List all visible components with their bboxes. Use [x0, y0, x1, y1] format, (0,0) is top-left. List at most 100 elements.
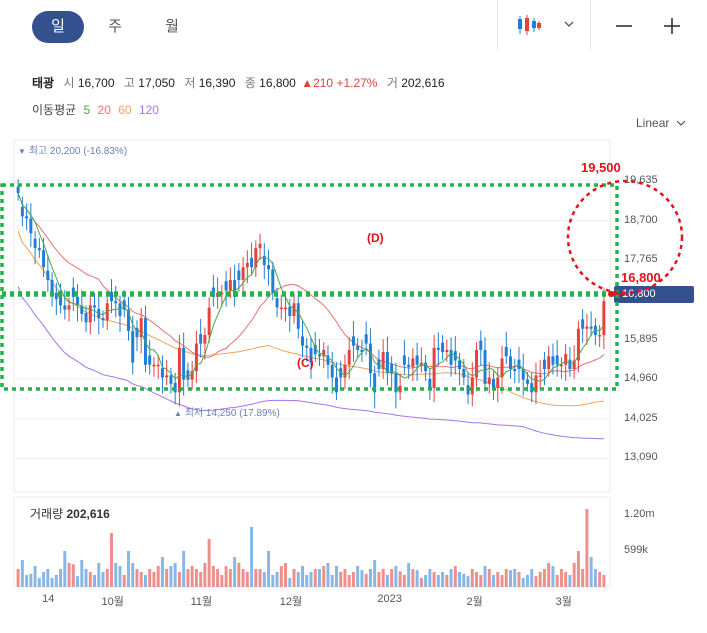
close-value: 16,800 [259, 76, 296, 90]
date-axis-label: 14 [42, 593, 55, 605]
volume-bar [284, 563, 288, 587]
price-axis-label: 17,765 [624, 253, 658, 266]
volume-bar [126, 551, 130, 587]
change-value: ▲210 [301, 76, 334, 90]
tab-month[interactable]: 월 [165, 18, 179, 35]
volume-bar [309, 572, 313, 587]
candle-body [394, 373, 398, 393]
open-value: 16,700 [77, 76, 115, 90]
volume-bar [122, 575, 126, 587]
price-axis-label: 13,090 [624, 451, 658, 464]
candle-body [228, 279, 232, 291]
volume-bar [559, 569, 563, 587]
candle-body [581, 319, 585, 329]
volume-bar [296, 572, 300, 587]
volume-bar [245, 572, 249, 587]
candle-body [177, 347, 181, 393]
candle-body [555, 355, 559, 365]
candle-body [593, 325, 597, 336]
volume-bar [54, 575, 58, 587]
volume-bar [216, 569, 220, 587]
close-label: 종 [244, 76, 256, 90]
candle-body [237, 270, 241, 280]
candle-body [165, 375, 169, 378]
ma-legend-title: 이동평균 [32, 103, 77, 117]
candlestick-type-icon[interactable] [516, 14, 542, 36]
candle-body [37, 248, 41, 251]
volume-bar [135, 569, 139, 587]
zoom-out-icon[interactable] [614, 16, 634, 41]
volume-bar [441, 572, 445, 587]
candle-body [432, 347, 436, 389]
volume-bar [364, 573, 368, 587]
volume-bar [63, 551, 67, 587]
candle-body [233, 279, 237, 297]
volume-label: 거 [386, 76, 398, 90]
volume-bar [42, 572, 46, 587]
volume-bar [326, 563, 330, 587]
volume-bar [436, 575, 440, 587]
current-price-dot [608, 291, 614, 297]
candle-body [564, 354, 568, 365]
volume-bar [504, 569, 508, 587]
scale-selector[interactable]: Linear [636, 116, 686, 130]
ma120-line [17, 286, 604, 440]
volume-bar [555, 575, 559, 587]
volume-title: 거래량 202,616 [30, 505, 110, 522]
volume-bar [390, 569, 394, 587]
candle-body [135, 327, 139, 338]
candle-body [309, 347, 313, 363]
candle-body [500, 358, 504, 378]
volume-bar [190, 566, 194, 587]
volume-bar [93, 575, 97, 587]
volume-bar [513, 569, 517, 587]
volume-bar [71, 564, 75, 587]
volume-bar [581, 569, 585, 587]
zoom-in-icon[interactable] [662, 16, 682, 41]
low-value: 16,390 [198, 76, 236, 90]
chevron-down-icon[interactable] [563, 16, 575, 34]
volume-bar [602, 575, 606, 587]
volume-bar [385, 575, 389, 587]
candle-body [59, 296, 63, 306]
volume-bar [37, 578, 41, 587]
candle-body [25, 216, 29, 219]
zone-d-label: (D) [367, 231, 384, 245]
candle-body [84, 313, 88, 323]
tab-week[interactable]: 주 [108, 18, 122, 35]
candle-body [284, 307, 288, 310]
candle-body [46, 270, 50, 280]
volume-bar [419, 578, 423, 587]
current-price-tag: 16,800 [614, 286, 694, 303]
date-axis-label: 10월 [101, 596, 124, 608]
volume-bar [224, 566, 228, 587]
volume-axis-label: 599k [624, 544, 648, 557]
candle-body [88, 305, 92, 323]
volume-bar [220, 575, 224, 587]
current-price-value: 16,800 [622, 288, 656, 300]
volume-bar [330, 575, 334, 587]
volume-bar [521, 578, 525, 587]
candle-body [93, 305, 97, 308]
high-marker-label: 최고 20,200 (-16.83%) [28, 146, 128, 157]
volume-bar [156, 566, 160, 587]
highlight-circle [566, 179, 684, 295]
volume-bar [483, 566, 487, 587]
volume-value: 202,616 [401, 76, 445, 90]
ma5-line [17, 192, 605, 382]
volume-bar [589, 557, 593, 587]
annotation-16800: 16,800 [621, 270, 661, 285]
volume-bar [475, 572, 479, 587]
volume-bar [275, 572, 279, 587]
candle-body [305, 345, 309, 348]
volume-bar [598, 572, 602, 587]
volume-bar [322, 566, 326, 587]
volume-bar [305, 575, 309, 587]
volume-bar [318, 569, 321, 587]
tab-day[interactable]: 일 [32, 11, 84, 43]
candle-body [509, 356, 512, 370]
candle-body [105, 303, 109, 321]
candle-body [504, 346, 508, 357]
